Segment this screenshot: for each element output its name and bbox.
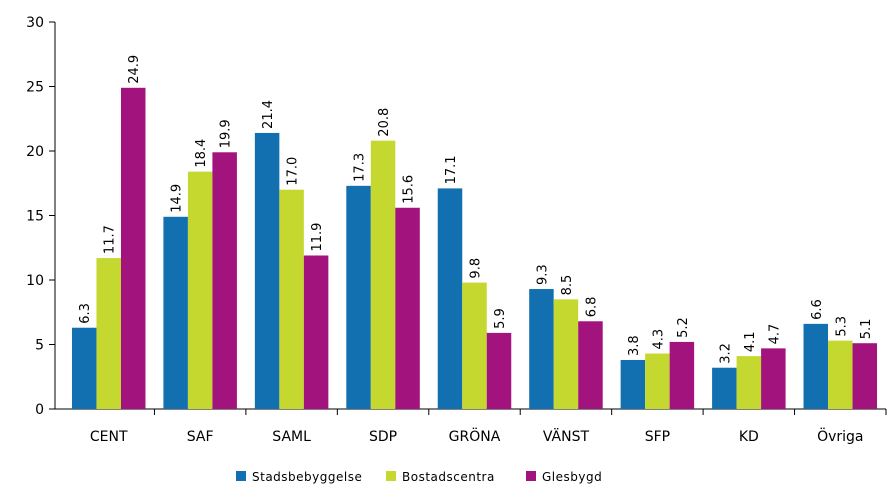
bar: [761, 348, 786, 409]
bar: [279, 189, 304, 409]
value-label: 5.2: [676, 317, 691, 338]
x-tick-label: SDP: [369, 429, 397, 445]
value-label: 9.8: [469, 258, 484, 279]
value-label: 3.2: [718, 343, 733, 364]
y-tick-label: 25: [26, 80, 44, 96]
value-label: 17.1: [444, 155, 459, 184]
legend-label: Bostadscentra: [402, 470, 495, 484]
bar: [669, 341, 695, 409]
x-tick-label: CENT: [90, 429, 128, 445]
legend-label: Stadsbebyggelse: [252, 470, 362, 484]
y-tick-label: 5: [35, 338, 44, 354]
bar: [852, 343, 878, 409]
x-tick-label: GRÖNA: [449, 427, 501, 445]
legend-swatch: [386, 471, 396, 481]
bar: [803, 323, 829, 409]
value-label: 4.7: [767, 324, 782, 345]
value-label: 9.3: [535, 264, 550, 285]
bar: [736, 356, 762, 409]
value-label: 14.9: [170, 184, 185, 213]
value-label: 6.8: [584, 297, 599, 318]
y-tick-label: 15: [26, 209, 44, 225]
value-label: 21.4: [261, 100, 276, 129]
value-label: 11.7: [103, 225, 118, 254]
bar: [529, 289, 554, 409]
bar: [620, 359, 646, 409]
bar: [71, 327, 97, 409]
y-tick-label: 30: [26, 15, 44, 31]
legend-label: Glesbygd: [542, 470, 602, 484]
bar: [712, 367, 737, 409]
value-label: 5.3: [834, 316, 849, 337]
bar: [486, 332, 512, 409]
x-tick-label: SAF: [187, 429, 214, 445]
value-label: 19.9: [219, 119, 234, 148]
bar: [120, 87, 146, 409]
legend-swatch: [236, 471, 246, 481]
value-label: 18.4: [194, 139, 209, 168]
x-tick-label: VÄNST: [543, 427, 590, 445]
value-label: 3.8: [627, 335, 642, 356]
value-label: 17.3: [353, 153, 368, 182]
bar: [370, 140, 396, 409]
bar: [828, 340, 853, 409]
value-label: 5.1: [859, 319, 874, 340]
value-label: 6.3: [78, 303, 93, 324]
value-label: 6.6: [810, 299, 825, 320]
bar: [578, 321, 603, 409]
bar: [303, 255, 329, 409]
x-tick-label: SAML: [272, 429, 311, 445]
bar: [462, 282, 487, 409]
value-label: 4.3: [651, 329, 666, 350]
bar: [437, 188, 463, 409]
value-label: 5.9: [493, 308, 508, 329]
value-label: 20.8: [377, 108, 392, 137]
x-tick-label: Övriga: [817, 427, 863, 445]
bar: [254, 132, 280, 409]
y-tick-label: 0: [35, 402, 44, 418]
value-label: 17.0: [286, 157, 301, 186]
bar: [163, 216, 188, 409]
bar: [212, 152, 237, 410]
value-label: 4.1: [743, 331, 758, 352]
legend-swatch: [526, 471, 536, 481]
y-tick-label: 20: [26, 144, 44, 160]
bar: [395, 207, 420, 409]
value-label: 11.9: [310, 223, 325, 252]
bar: [187, 171, 213, 409]
bar: [645, 353, 670, 409]
bar: [346, 185, 371, 409]
x-tick-label: SFP: [645, 429, 670, 445]
bar: [553, 299, 579, 409]
x-tick-label: KD: [739, 429, 759, 445]
value-label: 15.6: [402, 175, 417, 204]
bar: [96, 258, 121, 409]
y-tick-label: 10: [26, 273, 44, 289]
value-label: 8.5: [560, 275, 575, 296]
value-label: 24.9: [127, 55, 142, 84]
